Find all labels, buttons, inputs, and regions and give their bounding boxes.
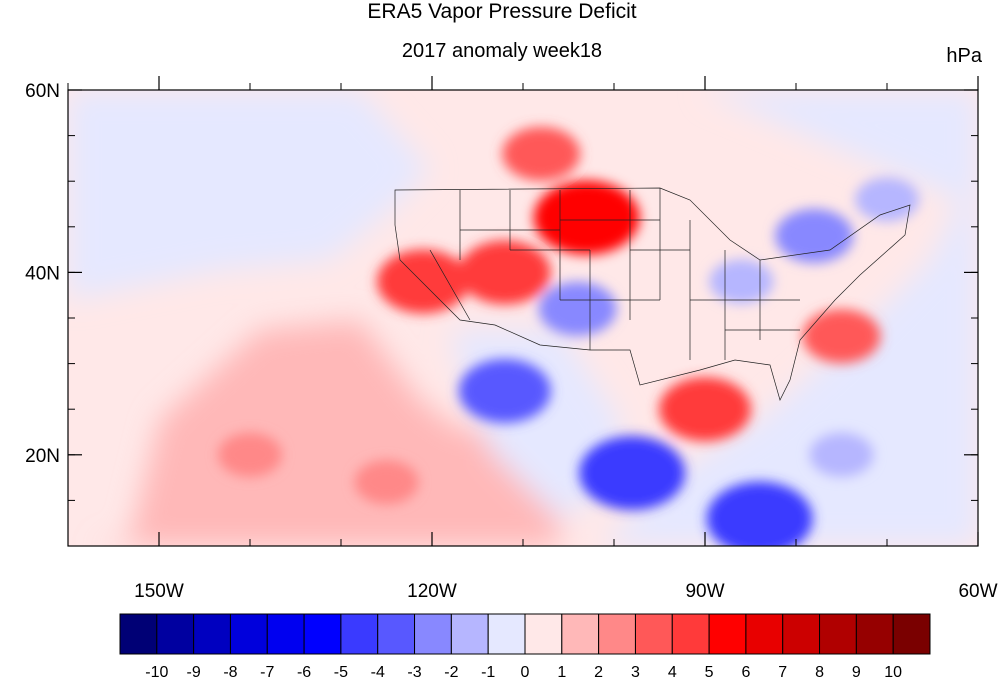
california-positive-anomaly — [376, 249, 469, 314]
longitude-axis: 150W 120W 90W 60W — [67, 76, 998, 602]
colorbar-swatch — [193, 613, 231, 655]
lon-tick-label: 120W — [407, 581, 457, 602]
colorbar-label: 2 — [594, 664, 603, 681]
figure-subtitle: 2017 anomaly week18 — [401, 40, 603, 62]
lat-tick-label: 40N — [25, 263, 60, 284]
colorbar-swatch — [377, 613, 416, 655]
colorbar-swatch — [119, 613, 158, 655]
colorbar-label: 4 — [668, 664, 677, 681]
colorbar-label: 7 — [778, 664, 787, 681]
gulf-of-mexico-positive-anomaly — [659, 377, 751, 442]
colorbar-label: 9 — [852, 664, 861, 681]
colorbar-label: -6 — [297, 664, 311, 681]
texas-negative-anomaly — [538, 281, 617, 336]
colorbar-swatch — [782, 613, 821, 655]
colorbar: -10 -9 -8 -7 -6 -5 -4 -3 -2 -1 0 1 2 3 4 5 6 7 8 9 10 — [119, 613, 931, 681]
colorbar-swatch — [708, 613, 747, 655]
gulf-of-california-negative-anomaly — [458, 358, 551, 423]
anomaly-field — [68, 90, 978, 546]
colorbar-label: -8 — [223, 664, 237, 681]
ohio-valley-negative-anomaly — [709, 259, 774, 304]
colorbar-label: -2 — [444, 664, 458, 681]
colorbar-swatch — [266, 613, 305, 655]
colorbar-swatch — [892, 613, 931, 655]
caribbean-negative-anomaly — [809, 432, 874, 477]
colorbar-label: 10 — [884, 664, 902, 681]
colorbar-label: 6 — [741, 664, 750, 681]
colorbar-swatch — [561, 613, 600, 655]
northeast-negative-anomaly — [775, 208, 854, 263]
central-pacific-positive-anomaly — [354, 460, 419, 505]
state-boundaries — [394, 187, 911, 401]
colorbar-swatch — [819, 613, 857, 655]
colorbar-label: -1 — [481, 664, 495, 681]
colorbar-swatch — [671, 613, 710, 655]
colorbar-swatch — [634, 613, 673, 655]
north-pacific-weak-negative — [68, 90, 430, 300]
lat-tick-label: 20N — [25, 446, 60, 467]
colorbar-swatch — [855, 613, 894, 655]
great-basin-positive-anomaly — [458, 240, 551, 305]
colorbar-swatch — [303, 613, 342, 655]
lon-tick-label: 90W — [685, 581, 724, 602]
colorbar-swatch — [745, 613, 784, 655]
colorbar-label: -3 — [407, 664, 421, 681]
pacific-positive-anomaly — [218, 432, 282, 477]
colorbar-label: -10 — [145, 664, 168, 681]
colorbar-swatch — [414, 613, 452, 655]
colorbar-label: -4 — [371, 664, 385, 681]
latitude-axis: 60N 40N 20N — [25, 81, 978, 547]
colorbar-label: 1 — [557, 664, 566, 681]
lon-tick-label: 60W — [958, 581, 997, 602]
southeast-pacific-weak-positive — [380, 420, 520, 546]
colorbar-swatch — [487, 613, 526, 655]
figure-title: ERA5 Vapor Pressure Deficit — [367, 0, 637, 23]
colorbar-swatch — [340, 613, 379, 655]
colorbar-swatch — [156, 613, 195, 655]
western-atlantic-weak-negative — [600, 90, 978, 546]
northern-plains-positive-anomaly — [533, 180, 640, 255]
southern-mexico-negative-anomaly — [579, 436, 686, 511]
lon-tick-label: 150W — [134, 581, 184, 602]
southeast-coast-positive-anomaly — [802, 309, 881, 364]
colorbar-label: -5 — [334, 664, 348, 681]
colorbar-label: 5 — [705, 664, 714, 681]
colorbar-swatch — [229, 613, 268, 655]
colorbar-label: -9 — [187, 664, 201, 681]
lat-tick-label: 60N — [25, 81, 60, 102]
colorbar-label: 3 — [631, 664, 640, 681]
colorbar-label: -7 — [260, 664, 274, 681]
colorbar-swatch — [524, 613, 563, 655]
units-label: hPa — [946, 45, 982, 67]
northwest-atlantic-negative-anomaly — [855, 177, 919, 222]
colorbar-label: 0 — [521, 664, 530, 681]
canada-prairies-positive-anomaly — [502, 126, 581, 181]
colorbar-label: 8 — [815, 664, 824, 681]
colorbar-swatch — [598, 613, 636, 655]
central-america-negative-anomaly — [706, 481, 813, 546]
colorbar-swatch — [450, 613, 489, 655]
